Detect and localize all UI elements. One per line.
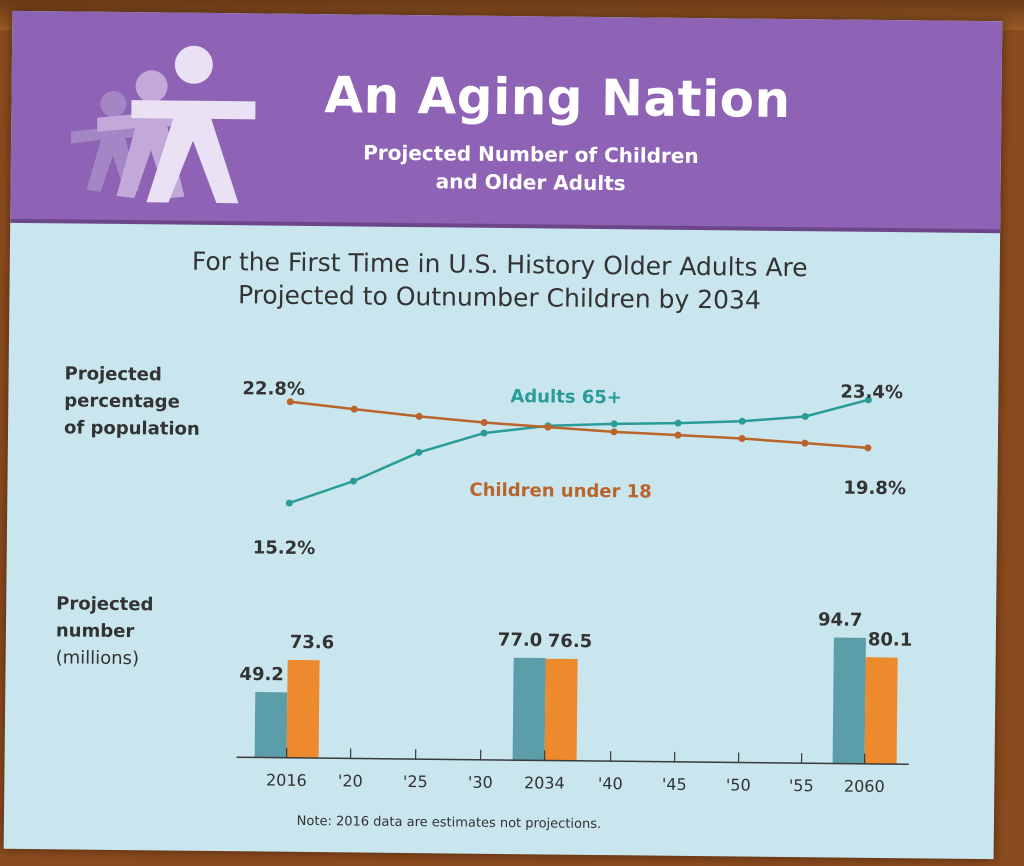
bar-chart-ylabel-2: number xyxy=(56,620,135,642)
line-point-adults-65-plus-9 xyxy=(864,396,872,404)
legend-children-under-18: Children under 18 xyxy=(469,480,652,503)
legend-adults-65-plus: Adults 65+ xyxy=(510,386,622,408)
bar-label-adults-2034: 77.0 xyxy=(498,630,543,651)
line-series-adults-65-plus xyxy=(288,398,869,505)
line-point-adults-65-plus-2 xyxy=(415,448,423,456)
line-point-children-under-18-0 xyxy=(286,398,294,406)
bar-children-2016 xyxy=(286,659,320,759)
label-adults-end: 23.4% xyxy=(840,382,903,404)
line-chart-ylabel-2: percentage xyxy=(64,390,180,412)
x-tick-label-8: '55 xyxy=(789,776,814,795)
bar-adults-2034 xyxy=(512,657,546,761)
people-figures-icon xyxy=(71,45,256,204)
line-point-children-under-18-3 xyxy=(480,419,488,427)
slide: An Aging Nation Projected Number of Chil… xyxy=(3,10,1003,860)
line-point-children-under-18-2 xyxy=(415,412,423,420)
line-point-adults-65-plus-1 xyxy=(350,477,358,485)
x-tick-label-6: '45 xyxy=(662,775,687,794)
x-tick-label-7: '50 xyxy=(726,775,751,794)
line-point-children-under-18-6 xyxy=(674,431,682,439)
bar-label-adults-2060: 94.7 xyxy=(818,609,863,630)
label-children-end: 19.8% xyxy=(843,478,906,500)
x-tick-label-5: '40 xyxy=(598,774,623,793)
chart-canvas: Projected percentage of population 22.8% 23.… xyxy=(56,363,913,796)
line-point-children-under-18-8 xyxy=(801,439,809,447)
label-children-start: 22.8% xyxy=(242,378,305,400)
bar-chart-ylabel-3: (millions) xyxy=(56,647,140,669)
x-tick-label-9: 2060 xyxy=(844,777,885,796)
line-point-adults-65-plus-3 xyxy=(480,429,488,437)
x-tick-label-3: '30 xyxy=(468,773,493,792)
line-point-adults-65-plus-8 xyxy=(801,412,809,420)
bar-chart-ylabel-1: Projected xyxy=(56,593,153,615)
line-series-children-under-18 xyxy=(290,400,868,450)
line-point-adults-65-plus-6 xyxy=(674,419,682,427)
x-tick-label-0: 2016 xyxy=(266,771,307,790)
bar-label-children-2016: 73.6 xyxy=(290,632,335,653)
line-chart-ylabel-3: of population xyxy=(64,417,200,439)
bar-label-children-2060: 80.1 xyxy=(868,629,913,650)
bar-children-2034 xyxy=(544,658,578,761)
bar-label-children-2034: 76.5 xyxy=(548,631,593,652)
line-point-children-under-18-4 xyxy=(544,423,552,431)
bar-adults-2060 xyxy=(832,637,866,764)
x-tick-label-1: '20 xyxy=(338,771,363,790)
line-point-children-under-18-5 xyxy=(610,428,618,436)
bar-adults-2016 xyxy=(254,691,288,758)
line-point-children-under-18-9 xyxy=(864,444,872,452)
label-adults-start: 15.2% xyxy=(253,537,316,559)
line-chart-ylabel-1: Projected xyxy=(65,363,162,385)
line-point-adults-65-plus-0 xyxy=(285,499,293,507)
line-point-children-under-18-1 xyxy=(350,405,358,413)
x-axis-line xyxy=(236,756,909,766)
x-tick-label-2: '25 xyxy=(403,772,428,791)
line-point-adults-65-plus-5 xyxy=(610,420,618,428)
line-point-children-under-18-7 xyxy=(738,435,746,443)
x-tick-label-4: 2034 xyxy=(524,773,565,792)
bar-children-2060 xyxy=(864,657,898,765)
line-point-adults-65-plus-7 xyxy=(738,417,746,425)
bar-label-adults-2016: 49.2 xyxy=(239,664,284,685)
